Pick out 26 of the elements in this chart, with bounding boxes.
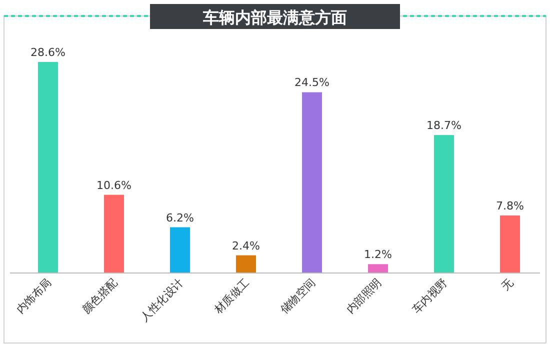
data-label: 28.6% (30, 46, 66, 59)
x-tick-label: 无 (499, 276, 516, 293)
title-banner: 车辆内部最满意方面 (4, 4, 546, 29)
data-label: 2.4% (232, 239, 260, 252)
bar (104, 194, 124, 273)
data-label: 7.8% (496, 199, 524, 212)
x-tick-label: 人性化设计 (138, 276, 186, 324)
bar (236, 255, 256, 273)
data-label: 10.6% (96, 178, 132, 192)
bar (38, 62, 58, 273)
bar (302, 92, 322, 273)
bar (368, 264, 388, 273)
bar (170, 227, 190, 273)
data-label: 18.7% (426, 119, 462, 132)
bar (434, 135, 454, 273)
x-tick-label: 材质做工 (211, 276, 252, 317)
data-label: 1.2% (364, 248, 392, 262)
x-tick-label: 内饰布局 (14, 276, 54, 316)
bar (500, 215, 520, 273)
x-tick-label: 储物空间 (278, 276, 318, 316)
x-tick-label: 车内视野 (410, 276, 450, 316)
data-label: 24.5% (294, 76, 330, 90)
data-label: 6.2% (166, 211, 194, 224)
x-tick-label: 内部照明 (344, 276, 384, 316)
x-tick-label: 颜色搭配 (80, 276, 120, 316)
chart-title: 车辆内部最满意方面 (202, 8, 347, 27)
